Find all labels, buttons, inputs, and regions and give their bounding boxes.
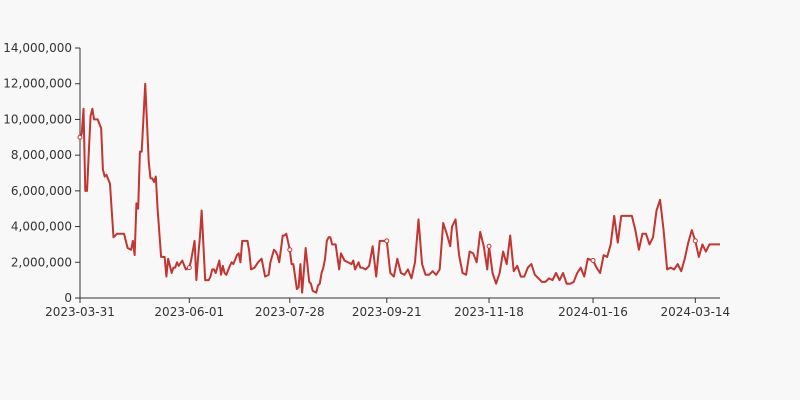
y-axis: 0 2,000,000 4,000,000 6,000,000 8,000,000 10,… [3, 41, 81, 305]
data-point-marker[interactable] [186, 265, 192, 271]
x-tick-label: 2023-06-01 [154, 305, 224, 319]
data-point-marker[interactable] [692, 238, 698, 244]
x-axis: 2023-03-31 2023-06-01 2023-07-28 2023-09-21… [45, 297, 730, 319]
y-tick-label: 0 [64, 291, 72, 305]
data-point-marker[interactable] [486, 243, 492, 249]
y-tick-label: 6,000,000 [11, 184, 72, 198]
data-point-marker[interactable] [590, 258, 596, 263]
series-layer [77, 82, 720, 294]
y-tick-label: 12,000,000 [3, 77, 72, 91]
x-tick-label: 2024-03-14 [660, 305, 730, 319]
data-point-marker[interactable] [77, 134, 83, 140]
y-tick-label: 14,000,000 [3, 41, 72, 55]
x-tick-label: 2023-03-31 [45, 305, 115, 319]
x-tick-label: 2024-01-16 [558, 305, 628, 319]
x-tick-label: 2023-09-21 [352, 305, 422, 319]
series-line [79, 82, 720, 294]
y-tick-label: 10,000,000 [3, 112, 72, 126]
y-tick-label: 8,000,000 [11, 148, 72, 162]
x-tick-label: 2023-11-18 [454, 305, 524, 319]
data-point-marker[interactable] [287, 247, 293, 253]
y-tick-label: 2,000,000 [11, 255, 72, 269]
y-tick-label: 4,000,000 [11, 220, 72, 234]
x-tick-label: 2023-07-28 [255, 305, 325, 319]
data-point-marker[interactable] [384, 238, 390, 244]
